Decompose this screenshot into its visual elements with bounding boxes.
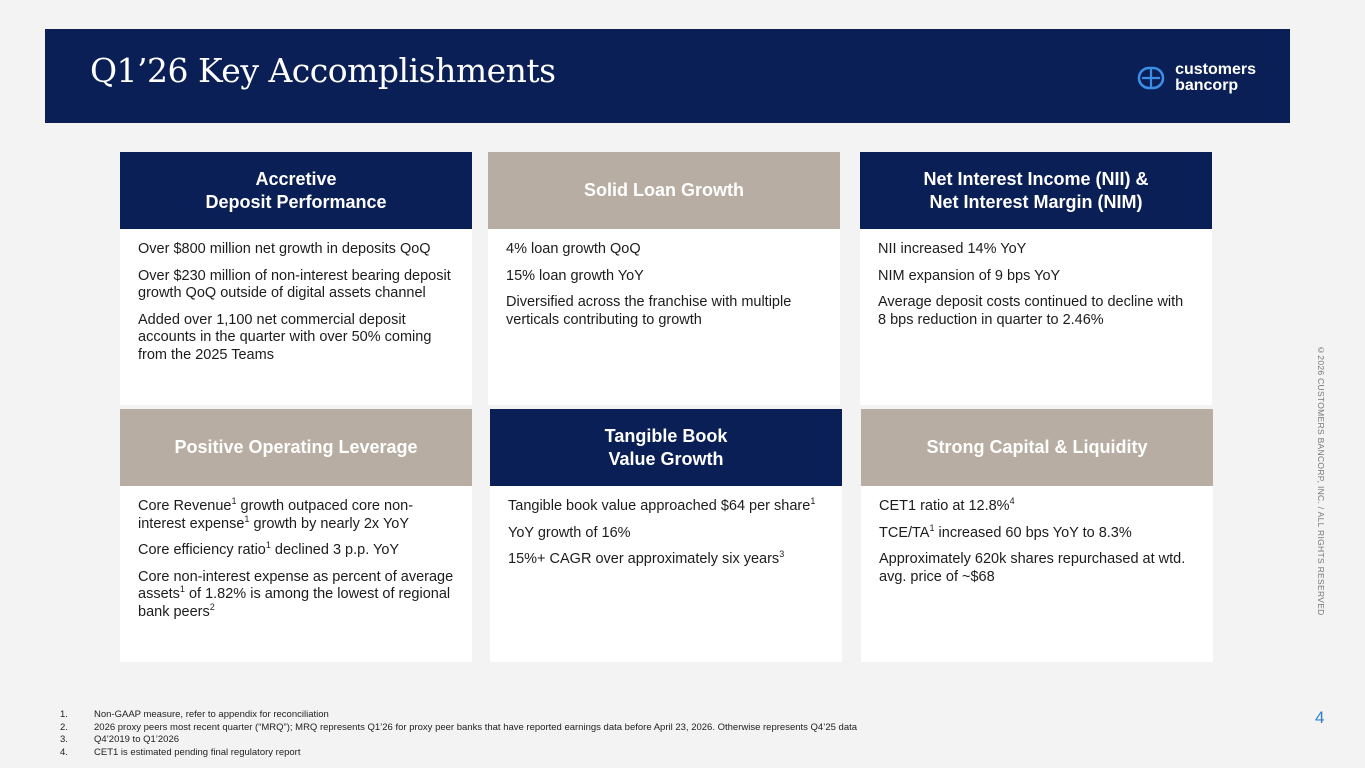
bullet-item: Over $230 million of non-interest bearin… [138, 268, 454, 303]
card-title: Solid Loan Growth [488, 152, 840, 229]
footnote-ref: 3 [779, 549, 785, 560]
bullet-text: 15% loan growth YoY [506, 267, 644, 284]
bullet-text: Core Revenue [138, 498, 232, 514]
bullet-text: 15%+ CAGR over approximately six years [508, 551, 780, 567]
bullet-text: NIM expansion of 9 bps YoY [878, 267, 1061, 284]
bullet-item: NII increased 14% YoY [878, 241, 1194, 259]
footnote: 2. 2026 proxy peers most recent quarter (… [60, 722, 857, 735]
bullet-text: of 1.82% is among the lowest of regional… [138, 586, 451, 620]
bullet-item: TCE/TA1 increased 60 bps YoY to 8.3% [879, 522, 1195, 543]
bullet-text: Core efficiency ratio [138, 542, 266, 558]
logo-mark-icon [1137, 66, 1165, 90]
bullet-text: Approximately 620k shares repurchased at… [879, 551, 1186, 585]
card-operating-leverage: Positive Operating Leverage Core Revenue1… [120, 409, 472, 662]
card-deposit-performance: Accretive Deposit Performance Over $800 m… [120, 152, 472, 405]
card-title: Strong Capital & Liquidity [861, 409, 1213, 486]
footnote: 3. Q4’2019 to Q1’2026 [60, 734, 857, 747]
footnote-text: CET1 is estimated pending final regulato… [94, 746, 301, 758]
title-banner: Q1’26 Key Accomplishments customers banco… [45, 29, 1290, 123]
card-capital-liquidity: Strong Capital & Liquidity CET1 ratio at … [861, 409, 1213, 662]
footnote-ref: 1 [231, 496, 237, 507]
bullet-text: Average deposit costs continued to decli… [878, 294, 1184, 328]
footnote-ref: 1 [265, 540, 271, 551]
card-loan-growth: Solid Loan Growth 4% loan growth QoQ 15% l… [488, 152, 840, 405]
footnote-ref: 4 [1009, 496, 1015, 507]
card-title: Net Interest Income (NII) & Net Interest… [860, 152, 1212, 229]
bullet-item: 4% loan growth QoQ [506, 241, 822, 259]
footnote-ref: 1 [244, 513, 250, 524]
bullet-item: Tangible book value approached $64 per s… [508, 496, 824, 516]
bullet-text: Core non-interest expense as percent of … [138, 568, 454, 603]
page-title: Q1’26 Key Accomplishments [90, 51, 556, 90]
bullet-item: 15% loan growth YoY [506, 268, 822, 286]
footnote-number: 2. [60, 721, 68, 733]
card-nii-nim: Net Interest Income (NII) & Net Interest… [860, 152, 1212, 405]
bullet-item: Diversified across the franchise with mu… [506, 294, 822, 329]
bullet-text: growth by nearly 2x YoY [249, 515, 410, 532]
footnote-number: 1. [60, 709, 68, 720]
bullet-item: NIM expansion of 9 bps YoY [878, 268, 1194, 286]
footnotes: 1. Non-GAAP measure, refer to appendix fo… [60, 709, 857, 759]
card-title: Tangible Book Value Growth [490, 409, 842, 486]
bullet-text: increased 60 bps YoY to 8.3% [934, 524, 1132, 541]
page-number: 4 [1315, 708, 1325, 727]
bullet-text: Over $800 million net growth in deposits… [138, 241, 431, 257]
bullet-text: Added over 1,100 net commercial deposit … [138, 311, 432, 363]
card-title: Positive Operating Leverage [120, 409, 472, 486]
bullet-item: Core efficiency ratio1 declined 3 p.p. Y… [138, 540, 454, 560]
bullet-item: 15%+ CAGR over approximately six years3 [508, 549, 824, 569]
bullet-item: Over $800 million net growth in deposits… [138, 241, 454, 259]
footnote-ref: 1 [810, 496, 816, 507]
bullet-text: Diversified across the franchise with mu… [506, 294, 792, 328]
bullet-item: Core Revenue1 growth outpaced core non-i… [138, 496, 454, 533]
bullet-item: Added over 1,100 net commercial deposit … [138, 312, 454, 365]
bullet-item: Average deposit costs continued to decli… [878, 294, 1194, 329]
bullet-text: growth outpaced core non-interest expens… [138, 498, 414, 532]
bullet-text: 4% loan growth QoQ [506, 241, 641, 257]
footnote: 1. Non-GAAP measure, refer to appendix fo… [60, 709, 857, 722]
bullet-text: CET1 ratio at 12.8% [879, 498, 1010, 514]
bullet-text: Tangible book value approached $64 per s… [508, 498, 811, 514]
bullet-item: CET1 ratio at 12.8%4 [879, 496, 1195, 516]
bullet-item: Approximately 620k shares repurchased at… [879, 551, 1195, 586]
bullet-text: NII increased 14% YoY [878, 241, 1027, 257]
footnote-number: 4. [60, 746, 68, 758]
card-tangible-book-value: Tangible Book Value Growth Tangible book … [490, 409, 842, 662]
footnote-ref: 2 [209, 601, 215, 612]
bullet-text: TCE/TA [879, 524, 930, 541]
card-title: Accretive Deposit Performance [120, 152, 472, 229]
bullet-text: declined 3 p.p. YoY [270, 542, 400, 558]
logo-text-line2: bancorp [1175, 77, 1239, 94]
logo-text-line1: customers [1175, 61, 1256, 78]
footnote-ref: 1 [179, 584, 185, 595]
footnote-ref: 1 [929, 522, 935, 533]
footnote-text: 2026 proxy peers most recent quarter (“M… [94, 721, 858, 733]
customers-bancorp-logo: customers bancorp [1137, 62, 1256, 94]
bullet-item: Core non-interest expense as percent of … [138, 569, 454, 622]
footnote-number: 3. [60, 734, 68, 745]
bullet-text: Over $230 million of non-interest bearin… [138, 267, 451, 302]
footnote: 4. CET1 is estimated pending final regula… [60, 747, 857, 760]
bullet-text: YoY growth of 16% [508, 524, 631, 541]
footnote-text: Non-GAAP measure, refer to appendix for … [94, 709, 329, 720]
footnote-text: Q4’2019 to Q1’2026 [94, 734, 180, 745]
copyright-notice: ©2026 CUSTOMERS BANCORP, INC. / ALL RIGH… [1316, 345, 1326, 616]
bullet-item: YoY growth of 16% [508, 525, 824, 543]
